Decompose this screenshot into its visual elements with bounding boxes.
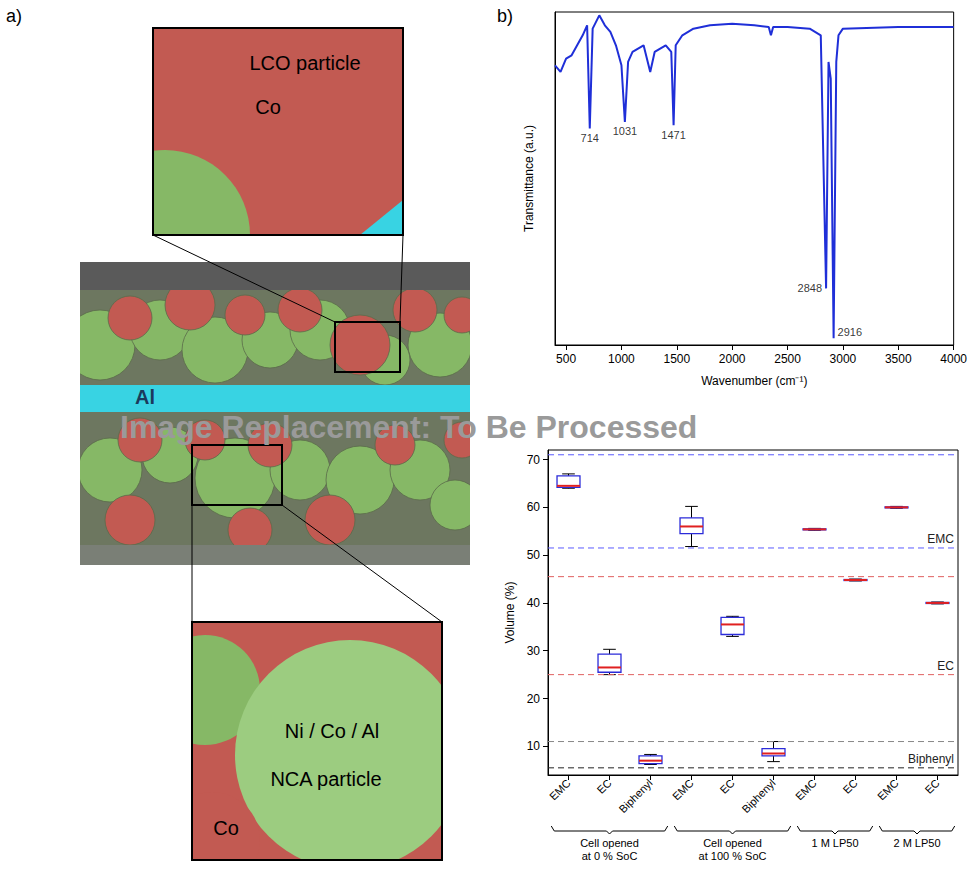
svg-text:500: 500 bbox=[556, 352, 576, 366]
svg-text:1 M LP50: 1 M LP50 bbox=[811, 837, 858, 849]
svg-text:EMC: EMC bbox=[670, 777, 696, 803]
svg-text:714: 714 bbox=[581, 132, 599, 144]
svg-text:20: 20 bbox=[527, 692, 541, 706]
svg-text:Volume (%): Volume (%) bbox=[503, 581, 517, 643]
svg-text:LCO particle: LCO particle bbox=[249, 52, 360, 74]
svg-text:10: 10 bbox=[527, 739, 541, 753]
svg-text:70: 70 bbox=[527, 453, 541, 467]
svg-text:2000: 2000 bbox=[719, 352, 746, 366]
svg-text:40: 40 bbox=[527, 596, 541, 610]
svg-text:at 0 % SoC: at 0 % SoC bbox=[582, 850, 638, 862]
svg-text:30: 30 bbox=[527, 644, 541, 658]
svg-text:EC: EC bbox=[937, 659, 954, 673]
svg-text:1000: 1000 bbox=[608, 352, 635, 366]
html-text:Image Replacement: To Be Proce: Image Replacement: To Be Processed bbox=[120, 409, 698, 445]
svg-text:Transmittance (a.u.): Transmittance (a.u.) bbox=[522, 125, 536, 232]
svg-text:2500: 2500 bbox=[774, 352, 801, 366]
svg-text:Co: Co bbox=[255, 96, 281, 118]
html-text:a): a) bbox=[6, 6, 22, 26]
svg-text:3500: 3500 bbox=[885, 352, 912, 366]
svg-text:2 M LP50: 2 M LP50 bbox=[893, 837, 940, 849]
svg-text:Al: Al bbox=[135, 386, 155, 408]
svg-text:2916: 2916 bbox=[838, 326, 862, 338]
svg-text:Cell opened: Cell opened bbox=[580, 837, 639, 849]
svg-text:Cell opened: Cell opened bbox=[703, 837, 762, 849]
svg-text:50: 50 bbox=[527, 548, 541, 562]
svg-text:Biphenyl: Biphenyl bbox=[616, 777, 654, 815]
svg-text:1471: 1471 bbox=[661, 129, 685, 141]
svg-text:1031: 1031 bbox=[613, 125, 637, 137]
svg-text:Biphenyl: Biphenyl bbox=[908, 752, 954, 766]
svg-text:60: 60 bbox=[527, 500, 541, 514]
svg-text:EC: EC bbox=[840, 777, 859, 796]
svg-text:Wavenumber (cm⁻¹): Wavenumber (cm⁻¹) bbox=[701, 374, 807, 388]
svg-text:3000: 3000 bbox=[830, 352, 857, 366]
svg-text:Ni / Co / Al: Ni / Co / Al bbox=[285, 720, 379, 742]
svg-text:1500: 1500 bbox=[663, 352, 690, 366]
svg-text:EMC: EMC bbox=[875, 777, 901, 803]
svg-text:2848: 2848 bbox=[798, 282, 822, 294]
svg-text:Biphenyl: Biphenyl bbox=[739, 777, 777, 815]
svg-text:EMC: EMC bbox=[793, 777, 819, 803]
svg-text:EC: EC bbox=[922, 777, 941, 796]
svg-text:EC: EC bbox=[594, 777, 613, 796]
svg-text:EMC: EMC bbox=[547, 777, 573, 803]
svg-text:at 100 % SoC: at 100 % SoC bbox=[699, 850, 767, 862]
svg-text:4000: 4000 bbox=[940, 352, 967, 366]
svg-text:Co: Co bbox=[213, 817, 239, 839]
svg-text:EMC: EMC bbox=[927, 532, 954, 546]
svg-text:NCA particle: NCA particle bbox=[270, 768, 381, 790]
svg-text:EC: EC bbox=[717, 777, 736, 796]
html-text:b): b) bbox=[497, 6, 513, 26]
